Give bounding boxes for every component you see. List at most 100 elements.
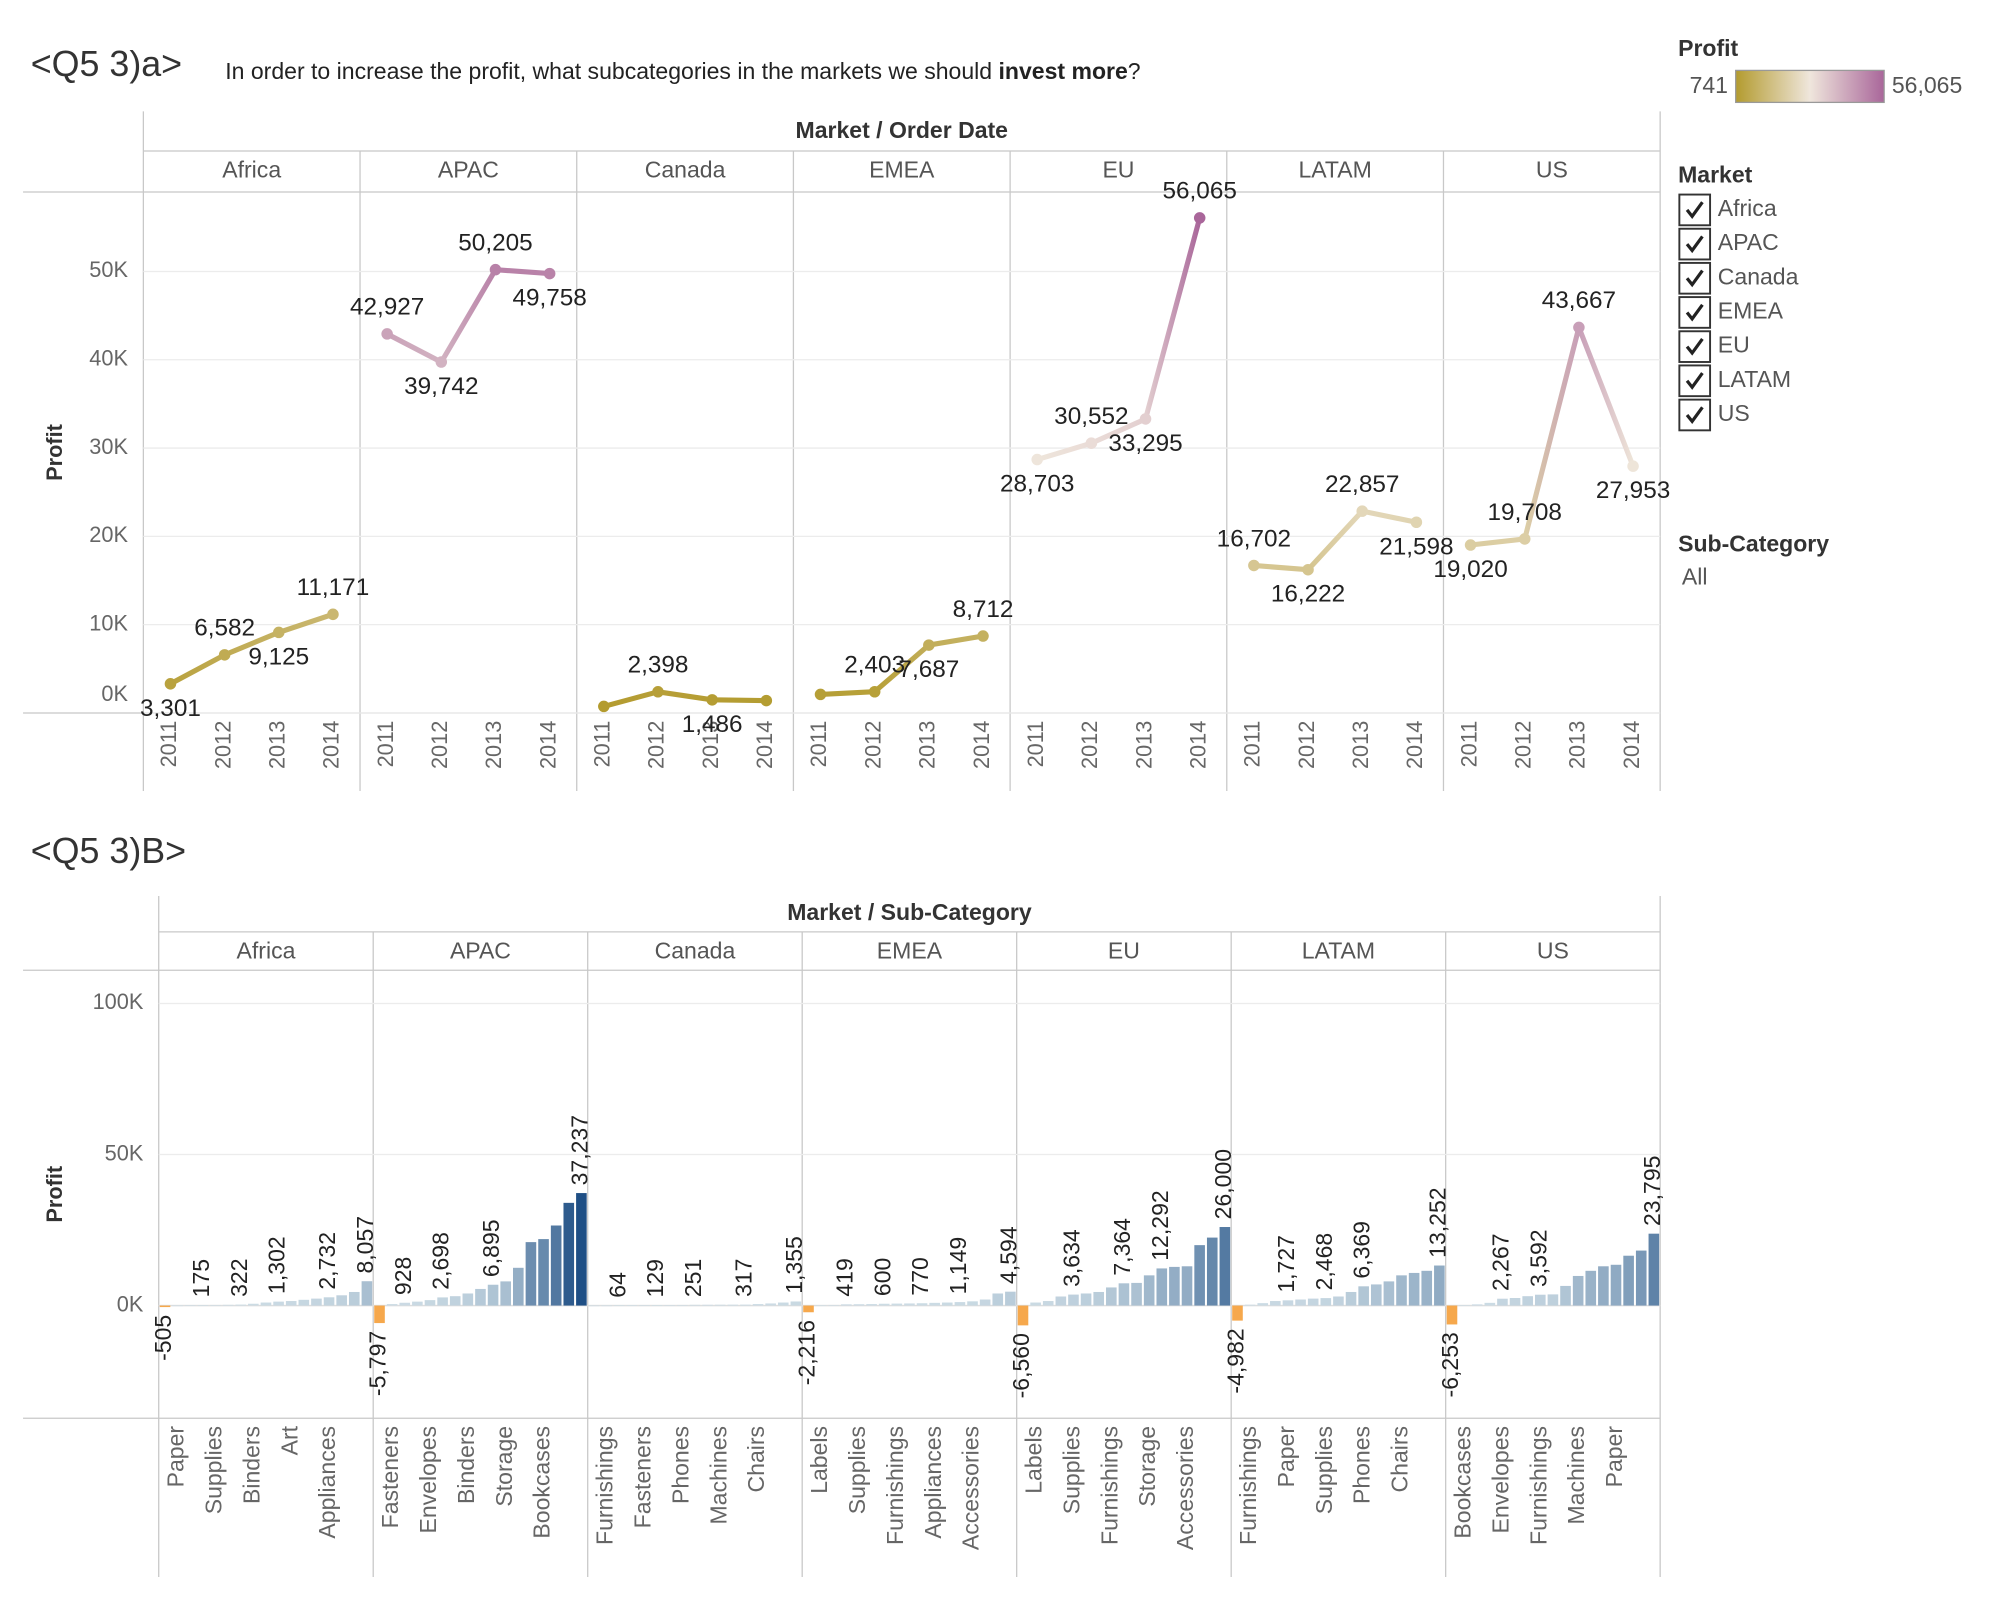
data-label: -5,797 [365, 1331, 391, 1396]
bar [1598, 1266, 1609, 1306]
point [977, 630, 989, 642]
data-label: 770 [907, 1257, 933, 1295]
bar [1560, 1285, 1571, 1306]
bar [1446, 1305, 1458, 1325]
filter-item[interactable]: LATAM [1718, 366, 1791, 392]
checkbox[interactable] [1678, 364, 1712, 398]
data-label: 2,398 [628, 652, 689, 679]
data-label: 21,598 [1379, 533, 1453, 560]
checkbox[interactable] [1678, 227, 1712, 261]
checkmark[interactable] [1685, 235, 1704, 254]
x-tick-label: Chairs [1387, 1426, 1413, 1493]
checkbox[interactable] [1678, 261, 1712, 295]
line [820, 633, 984, 697]
x-tick-label: Binders [453, 1426, 479, 1504]
x-tick-label: Envelopes [415, 1426, 441, 1534]
checkbox[interactable] [1678, 296, 1712, 329]
data-label: 2,698 [428, 1232, 454, 1290]
bar [525, 1242, 537, 1306]
bar [1055, 1296, 1067, 1306]
bar [1383, 1281, 1395, 1306]
bar [1497, 1298, 1508, 1306]
x-tick-label: Binders [238, 1426, 264, 1504]
x-tick-label: Appliances [314, 1426, 340, 1539]
bar [1181, 1266, 1193, 1306]
bar [1194, 1245, 1205, 1306]
data-label: 28,703 [1000, 471, 1074, 498]
data-label: 2,732 [314, 1232, 340, 1290]
x-tick-label: Furnishings [1096, 1426, 1122, 1545]
x-tick-label: Storage [491, 1426, 517, 1507]
filter-item[interactable]: Canada [1718, 263, 1799, 289]
data-label: 16,222 [1271, 581, 1345, 608]
data-label: 27,953 [1596, 477, 1670, 504]
data-label: -2,216 [794, 1320, 820, 1385]
point [327, 608, 339, 621]
x-tick-label: 2011 [590, 721, 615, 768]
x-tick-label: 2014 [969, 721, 994, 769]
filter-item[interactable]: APAC [1718, 229, 1779, 255]
filter-value[interactable]: All [1682, 564, 1708, 590]
x-tick-label: Appliances [920, 1426, 946, 1539]
point [598, 700, 610, 713]
bar [727, 1304, 739, 1306]
checkmark[interactable] [1685, 406, 1704, 425]
data-label: 56,065 [1163, 178, 1237, 205]
checkmark[interactable] [1685, 201, 1704, 219]
x-tick-label: Bookcases [529, 1426, 555, 1539]
bar [1509, 1298, 1521, 1306]
data-label: 39,742 [404, 373, 478, 400]
checkmark[interactable] [1685, 372, 1704, 390]
bar [374, 1305, 385, 1324]
bar [1156, 1268, 1168, 1306]
bar [1244, 1304, 1256, 1306]
checkmark[interactable] [1685, 269, 1704, 288]
bar [916, 1303, 928, 1306]
bar [260, 1302, 272, 1306]
checkmark[interactable] [1685, 303, 1704, 322]
bar [298, 1299, 310, 1306]
checkbox[interactable] [1678, 330, 1712, 363]
bar [1295, 1299, 1306, 1306]
data-label: 8,712 [953, 596, 1014, 623]
bar [437, 1297, 448, 1306]
bar [487, 1284, 499, 1306]
y-axis-title: Profit [42, 424, 67, 481]
data-label: 175 [188, 1259, 214, 1297]
market-header: EMEA [877, 937, 943, 963]
filter-item[interactable]: US [1718, 400, 1750, 426]
bar [689, 1304, 701, 1306]
filter-item[interactable]: Africa [1718, 195, 1777, 221]
color-legend-label: 56,065 [1892, 72, 1962, 98]
data-label: 6,895 [478, 1219, 504, 1277]
bar [639, 1305, 650, 1306]
point [1410, 516, 1423, 529]
market-header: LATAM [1298, 157, 1371, 183]
question: In order to increase the profit, what su… [225, 58, 1140, 84]
filter-item[interactable]: EU [1718, 332, 1750, 358]
data-label: 928 [390, 1257, 416, 1295]
bar [1610, 1264, 1622, 1306]
sheet-title: <Q5 3)B> [31, 831, 186, 871]
data-label: 129 [642, 1259, 668, 1297]
bar [1623, 1255, 1634, 1306]
filter-item[interactable]: EMEA [1718, 298, 1784, 324]
data-label: 6,582 [194, 615, 255, 642]
x-tick-label: 2014 [752, 721, 777, 769]
bar [273, 1301, 284, 1306]
x-tick-label: Paper [163, 1426, 189, 1488]
y-tick-label: 40K [89, 346, 128, 371]
color-legend [1735, 69, 1885, 104]
bar [777, 1302, 789, 1306]
bar [1068, 1294, 1079, 1306]
data-label: 12,292 [1147, 1190, 1173, 1260]
point [1518, 533, 1531, 545]
checkmark[interactable] [1685, 338, 1704, 356]
x-tick-label: 2011 [373, 721, 398, 768]
data-label: 42,927 [350, 294, 424, 321]
checkbox[interactable] [1678, 398, 1712, 432]
bar [1030, 1302, 1041, 1306]
point [652, 686, 664, 698]
checkbox[interactable] [1678, 193, 1712, 227]
